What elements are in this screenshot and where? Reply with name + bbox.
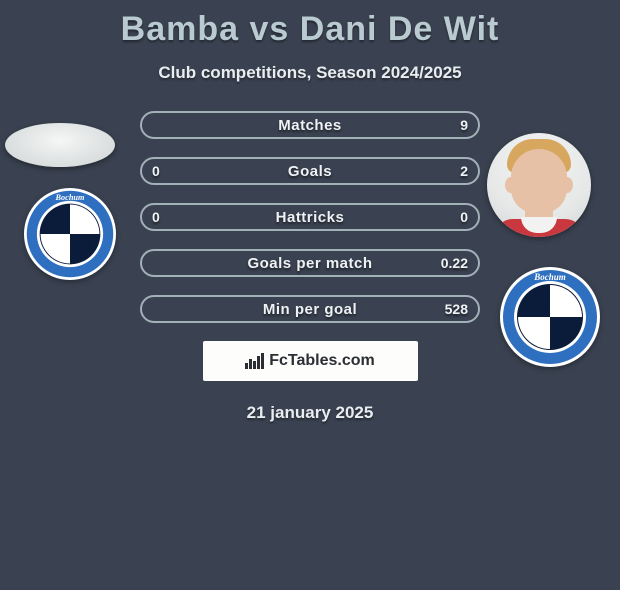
barchart-icon <box>245 353 265 369</box>
stats-table: Matches 9 0 Goals 2 0 Hattricks 0 Goals … <box>140 111 480 323</box>
stat-label: Goals per match <box>247 255 372 272</box>
stat-right-value: 0 <box>460 209 468 225</box>
club-badge-right: Bochum VfL 1848 <box>500 267 600 367</box>
bochum-badge-icon: Bochum VfL 1848 <box>24 188 116 280</box>
stat-row-goals: 0 Goals 2 <box>140 157 480 185</box>
stat-right-value: 0.22 <box>441 255 468 271</box>
svg-text:VfL: VfL <box>522 298 548 315</box>
subtitle: Club competitions, Season 2024/2025 <box>0 63 620 83</box>
stat-row-min-per-goal: Min per goal 528 <box>140 295 480 323</box>
stat-label: Min per goal <box>263 301 357 318</box>
comparison-title: Bamba vs Dani De Wit <box>0 10 620 49</box>
svg-text:VfL: VfL <box>44 216 68 232</box>
stat-left-value: 0 <box>152 209 160 225</box>
brand-label: FcTables.com <box>269 352 375 370</box>
date-label: 21 january 2025 <box>0 403 620 423</box>
stat-right-value: 528 <box>445 301 468 317</box>
player-photo-right <box>487 133 591 237</box>
stat-row-goals-per-match: Goals per match 0.22 <box>140 249 480 277</box>
player-face-right <box>487 133 591 237</box>
svg-text:1848: 1848 <box>71 241 91 252</box>
player-photo-left <box>5 123 115 167</box>
stat-row-matches: Matches 9 <box>140 111 480 139</box>
stat-label: Matches <box>278 117 342 134</box>
stat-row-hattricks: 0 Hattricks 0 <box>140 203 480 231</box>
stat-label: Goals <box>288 163 332 180</box>
bochum-badge-icon: Bochum VfL 1848 <box>500 267 600 367</box>
club-badge-left: Bochum VfL 1848 <box>24 188 116 280</box>
stat-left-value: 0 <box>152 163 160 179</box>
stat-label: Hattricks <box>276 209 345 226</box>
stat-right-value: 2 <box>460 163 468 179</box>
brand-badge: FcTables.com <box>203 341 418 381</box>
svg-text:Bochum: Bochum <box>55 193 86 202</box>
stat-right-value: 9 <box>460 117 468 133</box>
svg-text:1848: 1848 <box>551 324 574 336</box>
svg-text:Bochum: Bochum <box>533 272 566 282</box>
